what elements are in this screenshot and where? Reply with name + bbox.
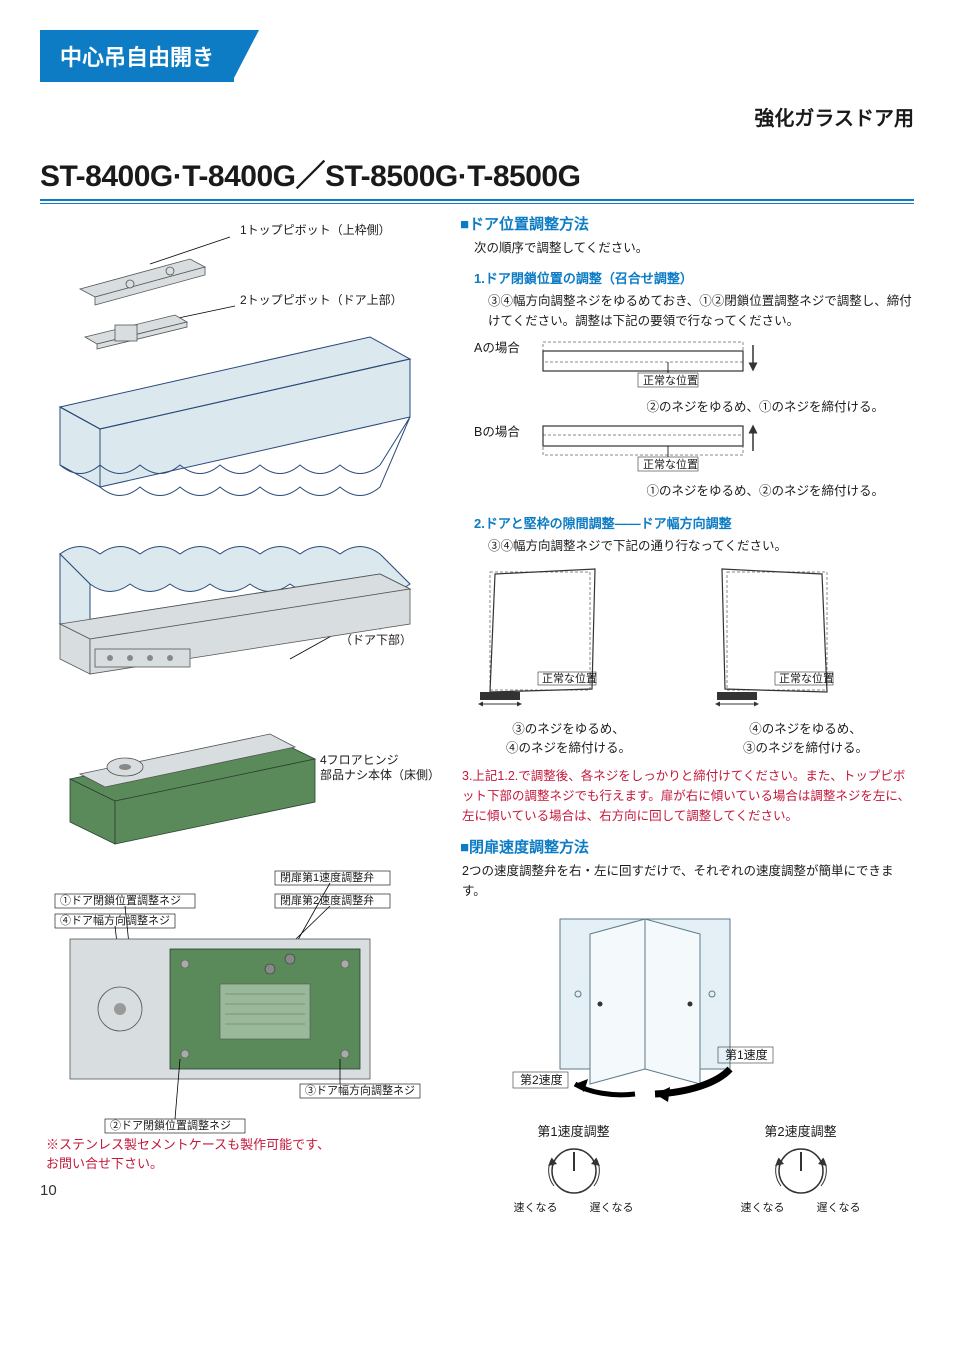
exploded-label-4b: 部品ナシ本体（床側） [320,767,440,782]
svg-text:正常な位置: 正常な位置 [542,671,597,685]
case-a-text: ②のネジをゆるめ、①のネジを締付ける。 [538,396,914,415]
sub-1-head: 1.ドア閉鎖位置の調整（召合せ調整） [474,268,914,287]
svg-text:正常な位置: 正常な位置 [643,457,698,471]
svg-text:第2速度: 第2速度 [520,1072,563,1087]
case-b-text: ①のネジをゆるめ、②のネジを締付ける。 [538,480,914,499]
svg-text:正常な位置: 正常な位置 [643,373,698,387]
page-number: 10 [40,1182,440,1199]
section-2-head: ■閉扉速度調整方法 [460,836,914,857]
speed-diagram: 第1速度 第2速度 [460,909,914,1109]
width-adjust-diagrams: 正常な位置 ③のネジをゆるめ、 ④のネジを締付ける。 正常な位置 ④のネジをゆる… [460,564,914,756]
width-left-text: ③のネジをゆるめ、 ④のネジを締付ける。 [460,718,677,756]
product-subtitle: 強化ガラスドア用 [754,102,914,131]
section-2-body: 2つの速度調整弁を右・左に回すだけで、それぞれの速度調整が簡単にできます。 [462,861,914,901]
exploded-label-3b: （ドア下部） [340,632,412,647]
model-numbers: ST-8400G·T-8400G／ST-8500G·T-8500G [40,151,914,201]
speed-dials: 第1速度調整 速くなる 遅くなる 第2速度調整 [460,1121,914,1215]
case-b-diagram: 正常な位置 ①のネジをゆるめ、②のネジを締付ける。 [538,421,914,499]
left-column: 1トップピボット（上枠側） 2トップピボット（ドア上部） [40,209,440,1215]
sub-2-head: 2.ドアと堅枠の隙間調整——ドア幅方向調整 [474,513,914,532]
dial-fast: 速くなる [514,1199,558,1215]
category-tab: 中心吊自由開き [40,30,234,82]
dial-1-head: 第1速度調整 [514,1121,634,1140]
case-a-label: Aの場合 [474,337,530,356]
hinge-label-speed2: 閉扉第2速度調整弁 [280,893,374,907]
hinge-label-l5: ③ドア幅方向調整ネジ [305,1083,415,1097]
sub-2-body: ③④幅方向調整ネジで下記の通り行なってください。 [488,536,914,556]
hinge-top-diagram: 閉扉第1速度調整弁 閉扉第2速度調整弁 ①ドア閉鎖位置調整ネジ ④ドア幅方向調整… [40,869,440,1119]
hinge-label-l2: ④ドア幅方向調整ネジ [60,913,170,927]
exploded-diagram: 1トップピボット（上枠側） 2トップピボット（ドア上部） [40,209,440,859]
right-column: ■ドア位置調整方法 次の順序で調整してください。 1.ドア閉鎖位置の調整（召合せ… [460,209,914,1215]
dial-2-head: 第2速度調整 [741,1121,861,1140]
svg-text:第1速度: 第1速度 [725,1047,768,1062]
exploded-label-1: 1トップピボット（上枠側） [240,223,391,237]
sub-1-body: ③④幅方向調整ネジをゆるめておき、①②閉鎖位置調整ネジで調整し、締付けてください… [488,291,914,331]
hinge-label-l6: ②ドア閉鎖位置調整ネジ [110,1118,231,1132]
dial-slow-2: 遅くなる [817,1199,861,1215]
case-b-label: Bの場合 [474,421,530,440]
svg-text:正常な位置: 正常な位置 [779,671,834,685]
exploded-label-2: 2トップピボット（ドア上部） [240,292,403,307]
stainless-note: ※ステンレス製セメントケースも製作可能です、 お問い合せ下さい。 [46,1134,440,1172]
dial-slow: 遅くなる [590,1199,634,1215]
width-right-text: ④のネジをゆるめ、 ③のネジを締付ける。 [697,718,914,756]
section-1-intro: 次の順序で調整してください。 [474,238,914,258]
section-1-head: ■ドア位置調整方法 [460,213,914,234]
hinge-label-speed1: 閉扉第1速度調整弁 [280,870,374,884]
dial-fast-2: 速くなる [741,1199,785,1215]
exploded-label-4: 4フロアヒンジ [320,753,399,767]
case-a-diagram: 正常な位置 ②のネジをゆるめ、①のネジを締付ける。 [538,337,914,415]
section-1-red-note: 3.上記1.2.で調整後、各ネジをしっかりと締付けてください。また、トップピボッ… [462,766,914,826]
hinge-label-l1: ①ドア閉鎖位置調整ネジ [60,893,181,907]
